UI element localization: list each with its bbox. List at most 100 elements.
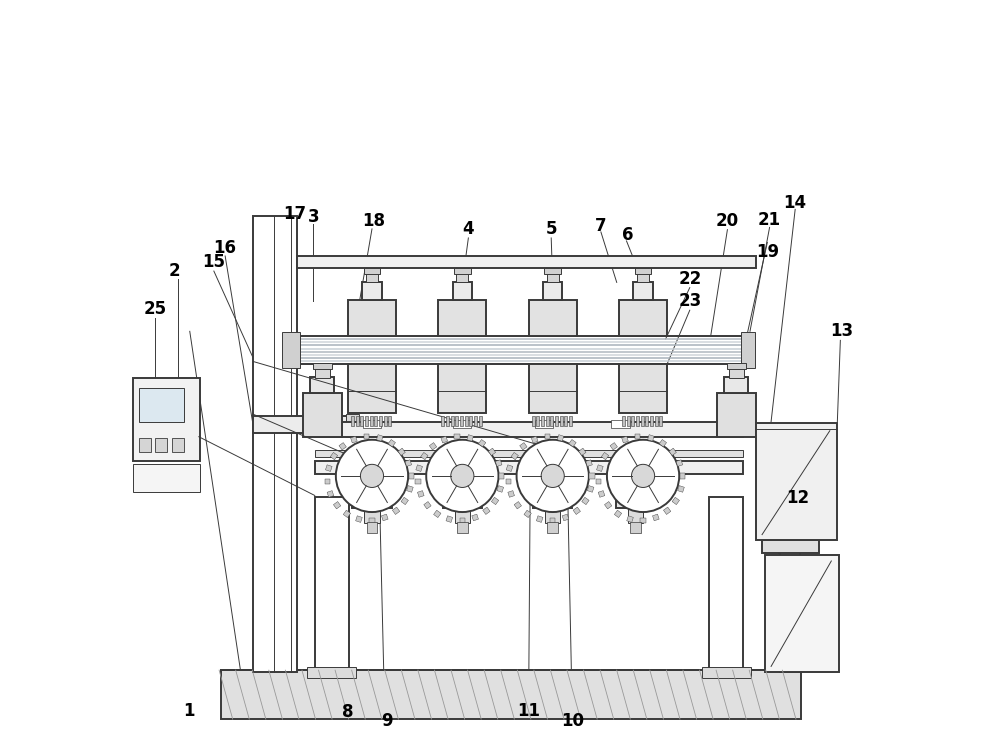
Bar (474, 416, 477, 426)
Bar (546, 416, 549, 426)
Bar (446, 516, 453, 523)
Bar (307, 667, 356, 678)
Circle shape (360, 465, 384, 487)
Text: 21: 21 (758, 211, 781, 229)
Bar (511, 453, 518, 460)
Bar (550, 518, 555, 523)
Bar (434, 511, 441, 517)
Text: 2: 2 (169, 262, 181, 280)
Bar (330, 453, 338, 460)
Bar (610, 443, 617, 450)
Bar (348, 300, 396, 336)
Text: 13: 13 (830, 322, 853, 340)
Bar (506, 479, 511, 484)
Bar (282, 332, 300, 368)
Bar (709, 497, 743, 672)
Bar (315, 450, 743, 457)
Bar (365, 416, 368, 426)
Bar (633, 282, 653, 300)
Bar (541, 416, 544, 426)
Bar (495, 460, 502, 466)
Bar (604, 501, 612, 509)
Bar (663, 507, 671, 514)
Text: 16: 16 (214, 239, 237, 258)
Bar (598, 491, 605, 497)
Bar (640, 518, 646, 523)
Bar (601, 453, 609, 460)
Bar (560, 416, 563, 426)
Bar (454, 434, 460, 440)
Bar (424, 501, 431, 509)
Bar (514, 501, 521, 509)
Text: 10: 10 (561, 712, 584, 730)
Bar (333, 501, 341, 509)
Circle shape (426, 440, 498, 512)
Bar (438, 364, 486, 413)
Bar (362, 282, 382, 300)
Bar (535, 420, 553, 428)
Bar (351, 416, 354, 426)
Bar (467, 434, 473, 441)
Bar (297, 336, 745, 364)
Bar (315, 367, 330, 378)
Bar (611, 420, 630, 428)
Bar (659, 416, 662, 426)
Bar (596, 479, 601, 484)
Bar (303, 393, 342, 437)
Bar (325, 465, 332, 471)
Bar (469, 416, 472, 426)
Bar (479, 416, 482, 426)
Bar (453, 282, 472, 300)
Circle shape (517, 440, 589, 512)
Text: 25: 25 (144, 300, 167, 318)
Circle shape (541, 465, 564, 487)
Bar (460, 416, 463, 426)
Bar (545, 434, 550, 440)
Bar (529, 364, 577, 413)
Bar (388, 440, 395, 447)
Bar (587, 486, 594, 492)
Bar (597, 465, 603, 471)
Bar (401, 497, 408, 505)
Text: 1: 1 (183, 702, 195, 720)
Text: 23: 23 (678, 292, 701, 310)
Bar (364, 434, 369, 440)
Bar (569, 440, 576, 447)
Bar (741, 332, 755, 368)
Bar (648, 434, 654, 441)
Bar (421, 453, 428, 460)
Bar (478, 440, 486, 447)
Bar (564, 416, 567, 426)
Bar (543, 282, 562, 300)
Bar (616, 474, 655, 508)
Bar (627, 416, 630, 426)
Bar (457, 522, 468, 533)
Bar (405, 460, 412, 466)
Circle shape (607, 440, 679, 512)
Text: 6: 6 (622, 226, 634, 244)
Text: 22: 22 (678, 270, 701, 288)
Bar (374, 416, 377, 426)
Bar (352, 474, 392, 508)
Bar (456, 273, 468, 282)
Bar (488, 448, 496, 456)
Bar (533, 474, 572, 508)
Bar (407, 486, 413, 492)
Text: 14: 14 (784, 194, 807, 212)
Bar (508, 491, 514, 497)
Text: 8: 8 (342, 703, 354, 721)
Bar (172, 438, 184, 452)
Text: 20: 20 (716, 212, 739, 230)
Bar (635, 434, 640, 440)
Bar (465, 416, 468, 426)
Bar (297, 256, 756, 268)
Bar (579, 448, 586, 456)
Bar (441, 416, 444, 426)
Bar (531, 436, 538, 443)
Text: 15: 15 (202, 253, 225, 271)
Bar (672, 497, 679, 505)
Bar (635, 268, 651, 274)
Bar (529, 300, 577, 336)
Bar (547, 522, 558, 533)
Bar (446, 416, 449, 426)
